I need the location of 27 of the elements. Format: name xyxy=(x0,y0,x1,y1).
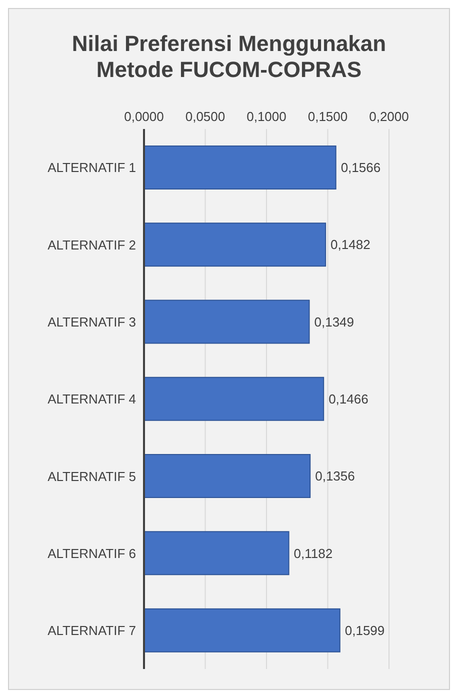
y-tick-label: ALTERNATIF 3 xyxy=(48,314,136,330)
y-tick-label: ALTERNATIF 2 xyxy=(48,237,136,252)
chart-title: Nilai Preferensi Menggunakan Metode FUCOM-COPRAS xyxy=(70,30,388,84)
data-label: 0,1182 xyxy=(294,546,333,561)
bar xyxy=(144,454,311,498)
y-tick-label: ALTERNATIF 4 xyxy=(48,392,136,407)
bar xyxy=(144,300,310,344)
bar xyxy=(144,531,290,576)
data-label: 0,1482 xyxy=(330,237,370,252)
bar xyxy=(144,608,340,652)
x-tick-label: 0,1500 xyxy=(308,109,348,124)
x-tick-label: 0,2000 xyxy=(369,109,409,124)
y-tick-label: ALTERNATIF 6 xyxy=(48,546,136,561)
data-label: 0,1566 xyxy=(340,160,381,176)
x-tick-label: 0,0000 xyxy=(124,109,164,124)
data-label: 0,1466 xyxy=(328,392,368,407)
x-tick-label: 0,0500 xyxy=(185,109,226,124)
x-tick-label: 0,1000 xyxy=(246,109,286,124)
data-label: 0,1356 xyxy=(315,468,355,484)
bar xyxy=(144,376,324,421)
y-tick-label: ALTERNATIF 7 xyxy=(48,623,136,638)
data-label: 0,1349 xyxy=(314,314,354,330)
bar xyxy=(144,145,336,190)
data-label: 0,1599 xyxy=(344,622,385,638)
y-tick-label: ALTERNATIF 1 xyxy=(48,160,136,176)
bar xyxy=(144,222,326,267)
y-tick-label: ALTERNATIF 5 xyxy=(48,468,136,484)
